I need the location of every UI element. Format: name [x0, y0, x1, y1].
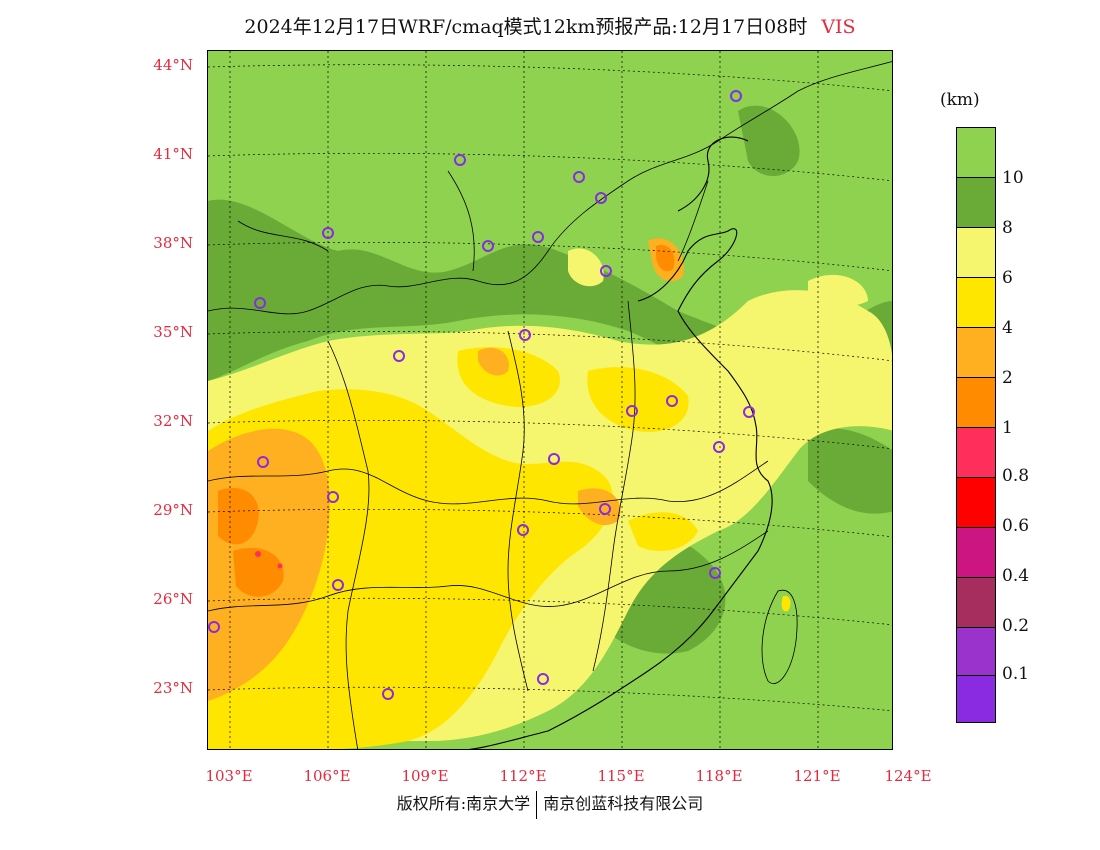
city-marker — [482, 240, 494, 252]
city-marker — [709, 567, 721, 579]
colorbar-label: 4 — [1002, 318, 1013, 338]
footer-right: 南京创蓝科技有限公司 — [543, 794, 704, 813]
footer-left: 版权所有:南京大学 — [396, 794, 531, 813]
city-marker — [257, 456, 269, 468]
colorbar — [956, 127, 996, 723]
lon-label-115: 115°E — [597, 767, 645, 785]
city-marker — [537, 673, 549, 685]
graticule — [208, 51, 892, 749]
city-marker — [327, 491, 339, 503]
lon-label-121: 121°E — [793, 767, 841, 785]
lon-label-124: 124°E — [884, 767, 932, 785]
colorbar-seg-below-0.1 — [957, 676, 995, 722]
lon-label-103: 103°E — [205, 767, 253, 785]
lat-label-35: 35°N — [153, 323, 193, 341]
lon-label-109: 109°E — [401, 767, 449, 785]
colorbar-seg-0.1-0.2 — [957, 628, 995, 676]
lon-label-118: 118°E — [695, 767, 743, 785]
colorbar-label: 0.2 — [1002, 616, 1030, 636]
title-main: 2024年12月17日WRF/cmaq模式12km预报产品:12月17日08时 — [244, 16, 808, 38]
lat-label-32: 32°N — [153, 412, 193, 430]
lat-label-29: 29°N — [153, 501, 193, 519]
map-title: 2024年12月17日WRF/cmaq模式12km预报产品:12月17日08时 V… — [0, 12, 1100, 39]
city-marker — [254, 297, 266, 309]
city-markers — [208, 90, 755, 700]
colorbar-label: 6 — [1002, 268, 1013, 288]
colorbar-label: 8 — [1002, 218, 1013, 238]
colorbar-seg-0.4-0.6 — [957, 528, 995, 578]
city-marker — [548, 453, 560, 465]
colorbar-label: 0.8 — [1002, 466, 1030, 486]
city-marker — [599, 503, 611, 515]
lat-label-38: 38°N — [153, 234, 193, 252]
city-marker — [666, 395, 678, 407]
city-marker — [532, 231, 544, 243]
title-variable: VIS — [821, 16, 856, 38]
colorbar-seg-1-2 — [957, 378, 995, 428]
colorbar-unit: (km) — [940, 90, 980, 110]
lon-label-112: 112°E — [499, 767, 547, 785]
colorbar-label: 0.4 — [1002, 566, 1030, 586]
city-marker — [454, 154, 466, 166]
colorbar-label: 1 — [1002, 418, 1013, 438]
colorbar-seg-0.6-0.8 — [957, 478, 995, 528]
colorbar-seg-10-plus — [957, 128, 995, 178]
city-marker — [393, 350, 405, 362]
colorbar-label: 2 — [1002, 368, 1013, 388]
city-marker — [713, 441, 725, 453]
city-marker — [600, 265, 612, 277]
city-marker — [382, 688, 394, 700]
city-marker — [208, 621, 220, 633]
vis-1-2-region — [218, 245, 675, 597]
colorbar-label: 0.6 — [1002, 516, 1030, 536]
city-marker — [743, 406, 755, 418]
lat-label-26: 26°N — [153, 590, 193, 608]
copyright-footer: 版权所有:南京大学 南京创蓝科技有限公司 — [0, 790, 1100, 819]
lat-label-41: 41°N — [153, 145, 193, 163]
taiwan-region — [761, 589, 798, 684]
visibility-map — [208, 51, 892, 749]
colorbar-label: 10 — [1002, 168, 1024, 188]
city-marker — [332, 579, 344, 591]
city-marker — [519, 329, 531, 341]
city-marker — [626, 405, 638, 417]
colorbar-label: 0.1 — [1002, 664, 1030, 684]
city-marker — [595, 192, 607, 204]
coastline — [468, 136, 773, 749]
lat-label-44: 44°N — [153, 56, 193, 74]
city-marker — [573, 171, 585, 183]
lon-label-106: 106°E — [303, 767, 351, 785]
colorbar-seg-0.2-0.4 — [957, 578, 995, 628]
lat-label-23: 23°N — [153, 679, 193, 697]
colorbar-seg-8-10 — [957, 178, 995, 228]
province-boundaries — [208, 61, 892, 749]
city-marker — [517, 524, 529, 536]
vis-0.8-1-region — [255, 551, 283, 569]
footer-separator — [536, 790, 538, 819]
colorbar-seg-6-8 — [957, 228, 995, 278]
colorbar-seg-2-4 — [957, 328, 995, 378]
colorbar-seg-0.8-1 — [957, 428, 995, 478]
city-marker — [322, 227, 334, 239]
colorbar-seg-4-6 — [957, 278, 995, 328]
city-marker — [730, 90, 742, 102]
map-panel — [207, 50, 893, 750]
